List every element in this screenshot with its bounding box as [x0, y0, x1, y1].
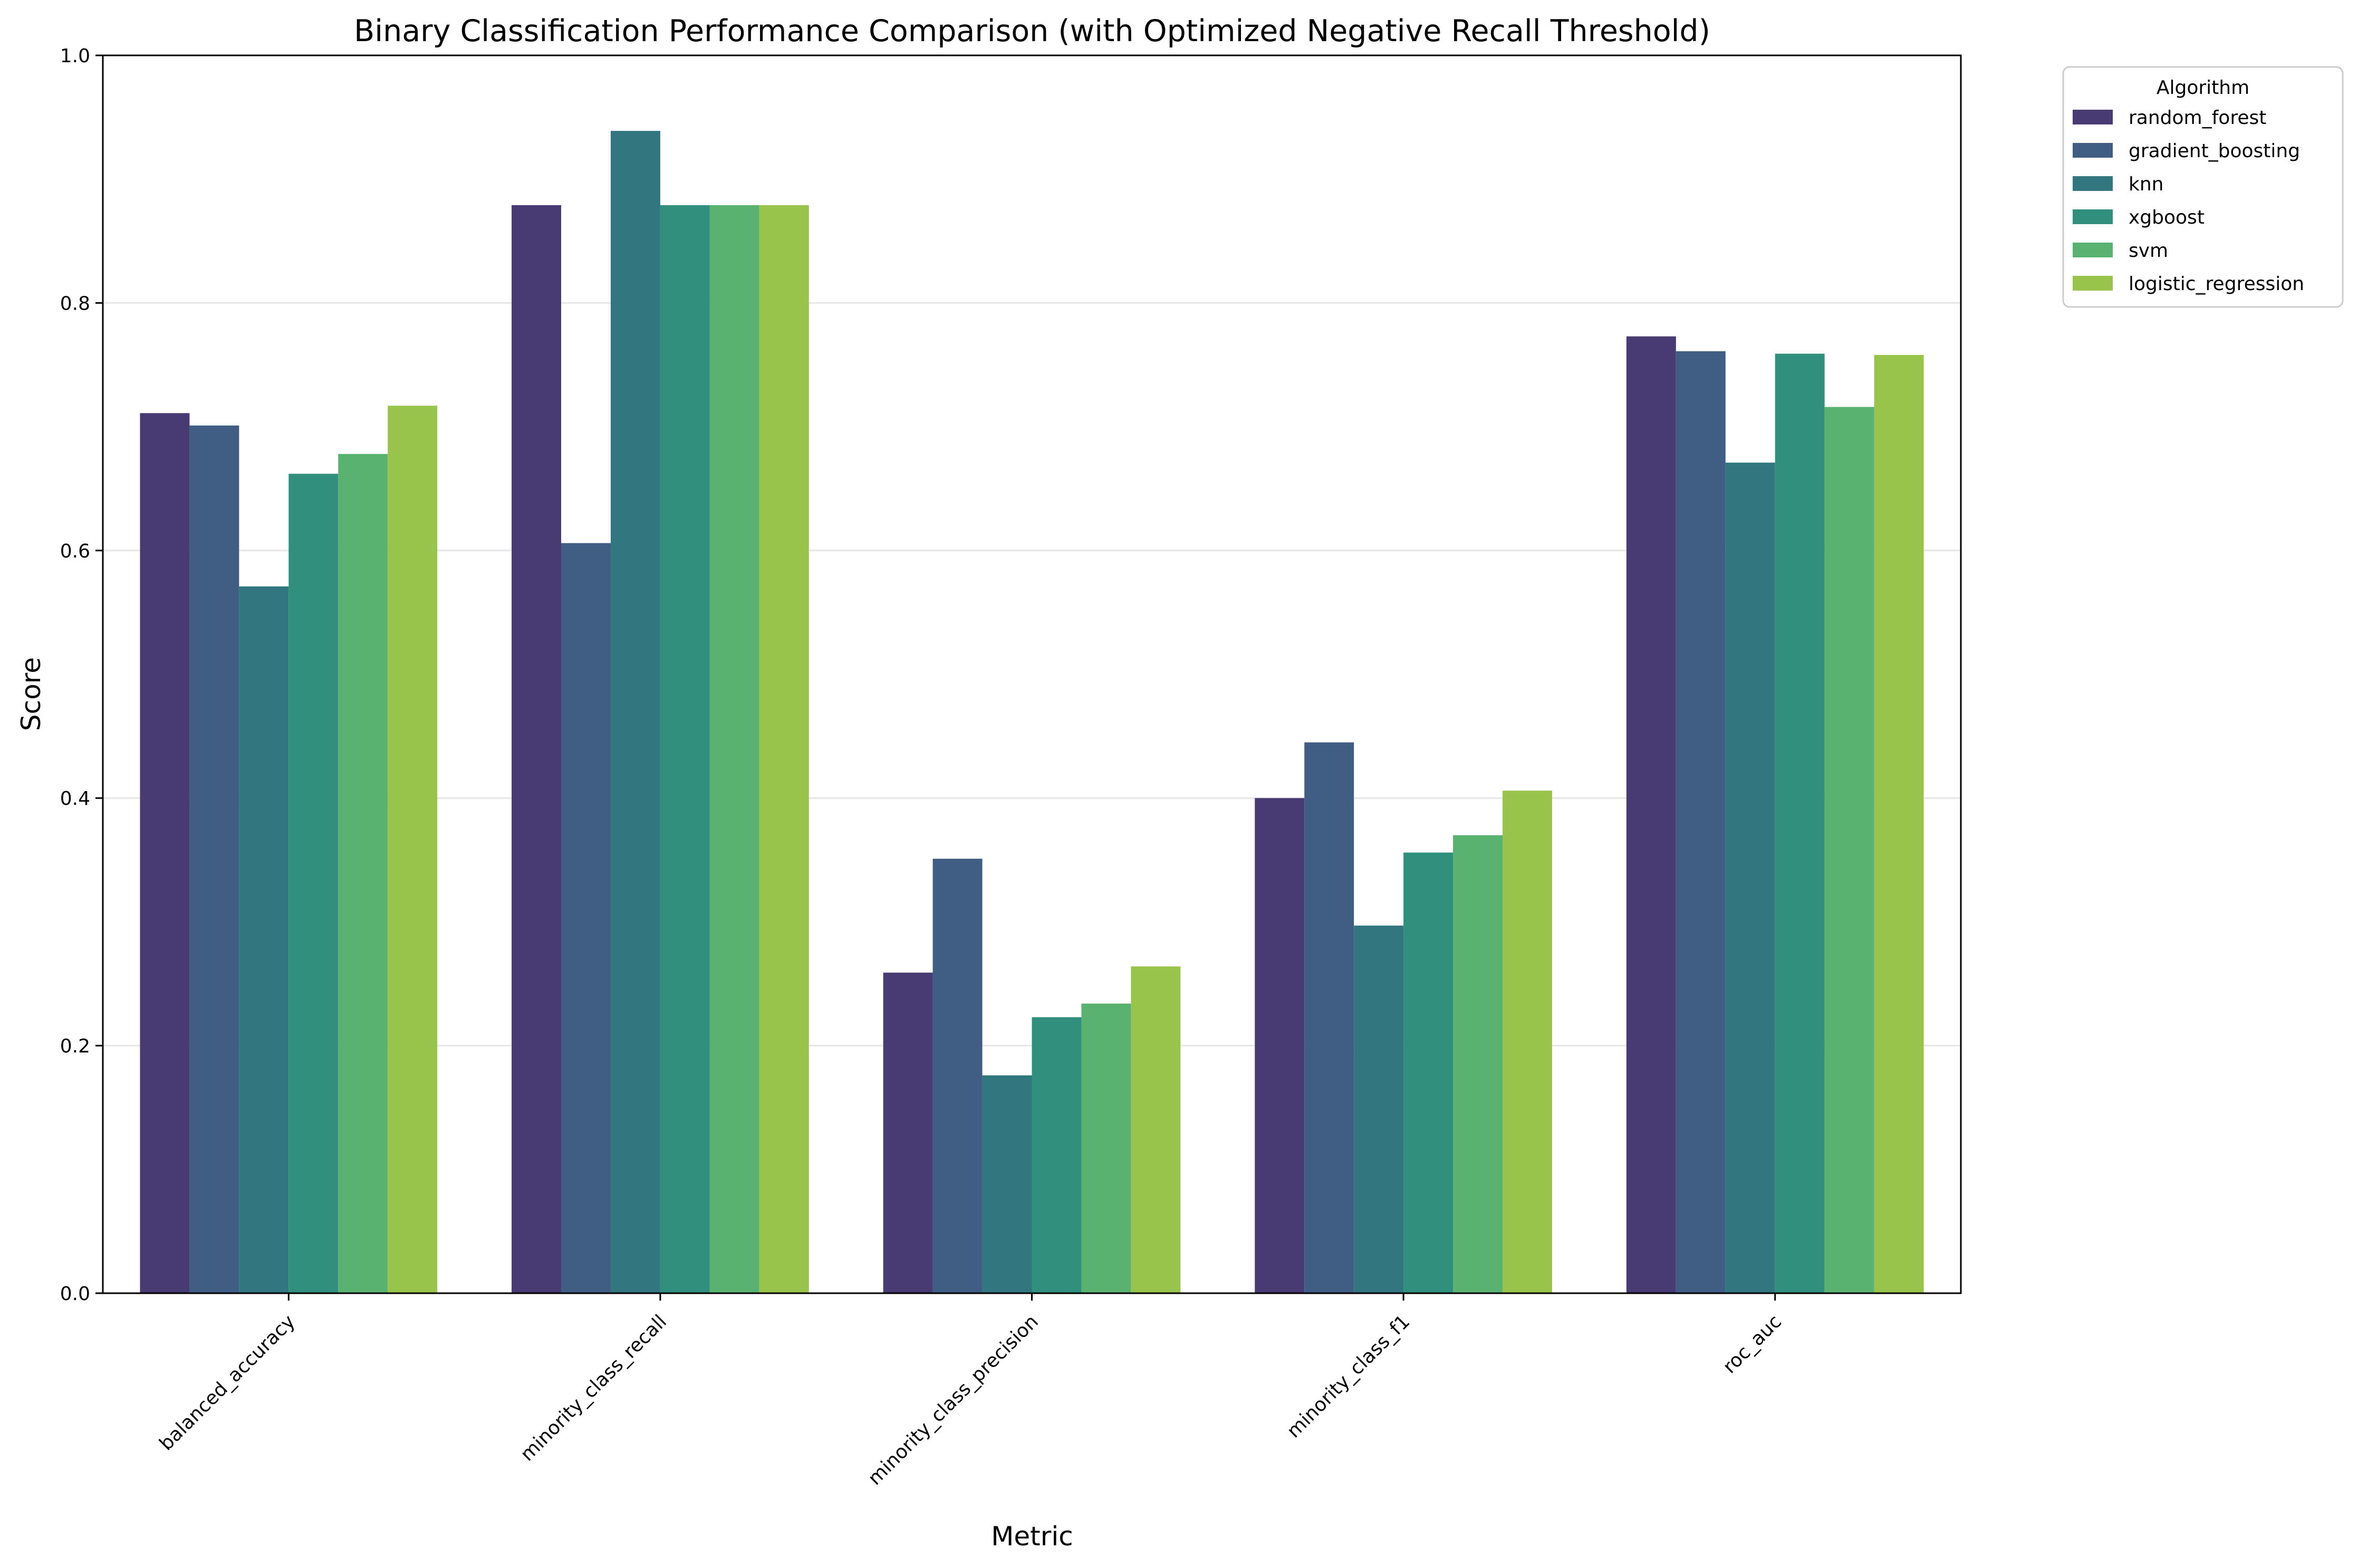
bar-svm [709, 205, 759, 1293]
x-axis-label: Metric [991, 1521, 1073, 1552]
bar-xgboost [1775, 353, 1825, 1294]
legend-title: Algorithm [2157, 77, 2249, 99]
y-tick-label: 0.4 [60, 788, 90, 810]
bar-random-forest [883, 973, 933, 1293]
legend-swatch [2073, 176, 2113, 191]
bar-gradient-boosting [561, 543, 611, 1293]
bars [140, 131, 1924, 1294]
bar-logistic-regression [388, 406, 438, 1294]
legend-label: knn [2129, 174, 2163, 195]
bar-logistic-regression [1874, 354, 1924, 1293]
legend-label: logistic_regression [2129, 273, 2304, 295]
legend-swatch [2073, 243, 2113, 257]
legend-label: gradient_boosting [2129, 140, 2300, 162]
bar-random-forest [1255, 798, 1305, 1293]
bar-random-forest [1626, 336, 1676, 1293]
bar-svm [1824, 407, 1874, 1293]
bar-logistic-regression [759, 205, 809, 1293]
legend-label: svm [2129, 240, 2168, 262]
y-tick-label: 0.8 [60, 293, 90, 314]
legend-swatch [2073, 143, 2113, 158]
bar-gradient-boosting [1304, 742, 1354, 1293]
y-tick-label: 0.2 [60, 1036, 90, 1057]
bar-svm [1453, 835, 1503, 1293]
bar-knn [1354, 925, 1404, 1293]
y-tick-label: 1.0 [60, 45, 90, 67]
legend-swatch [2073, 209, 2113, 224]
bar-svm [338, 454, 388, 1293]
legend-swatch [2073, 110, 2113, 124]
bar-random-forest [140, 413, 190, 1294]
bar-gradient-boosting [932, 859, 983, 1293]
legend-label: random_forest [2129, 107, 2266, 129]
bar-svm [1081, 1003, 1131, 1293]
bar-xgboost [288, 474, 339, 1293]
bar-random-forest [512, 205, 562, 1293]
bar-knn [239, 586, 289, 1293]
legend-label: xgboost [2129, 207, 2205, 228]
bar-knn [610, 131, 660, 1294]
bar-logistic-regression [1131, 966, 1181, 1293]
bar-xgboost [660, 205, 710, 1293]
legend-swatch [2073, 276, 2113, 291]
y-tick-label: 0.0 [60, 1283, 90, 1305]
y-tick-label: 0.6 [60, 541, 90, 562]
bar-xgboost [1032, 1017, 1082, 1293]
legend-frame [2062, 66, 2344, 308]
bar-gradient-boosting [189, 425, 239, 1294]
y-axis-label: Score [16, 657, 46, 731]
chart-title: Binary Classification Performance Compar… [354, 14, 1710, 49]
bar-logistic-regression [1502, 791, 1552, 1293]
bar-knn [1725, 463, 1775, 1293]
legend: Algorithm random_forest gradient_boosting… [2062, 66, 2344, 308]
bar-gradient-boosting [1676, 351, 1726, 1293]
y-axis-ticks: 0.0 0.2 0.4 0.6 0.8 1.0 [60, 45, 103, 1305]
bar-knn [982, 1075, 1032, 1293]
bar-xgboost [1403, 852, 1454, 1293]
